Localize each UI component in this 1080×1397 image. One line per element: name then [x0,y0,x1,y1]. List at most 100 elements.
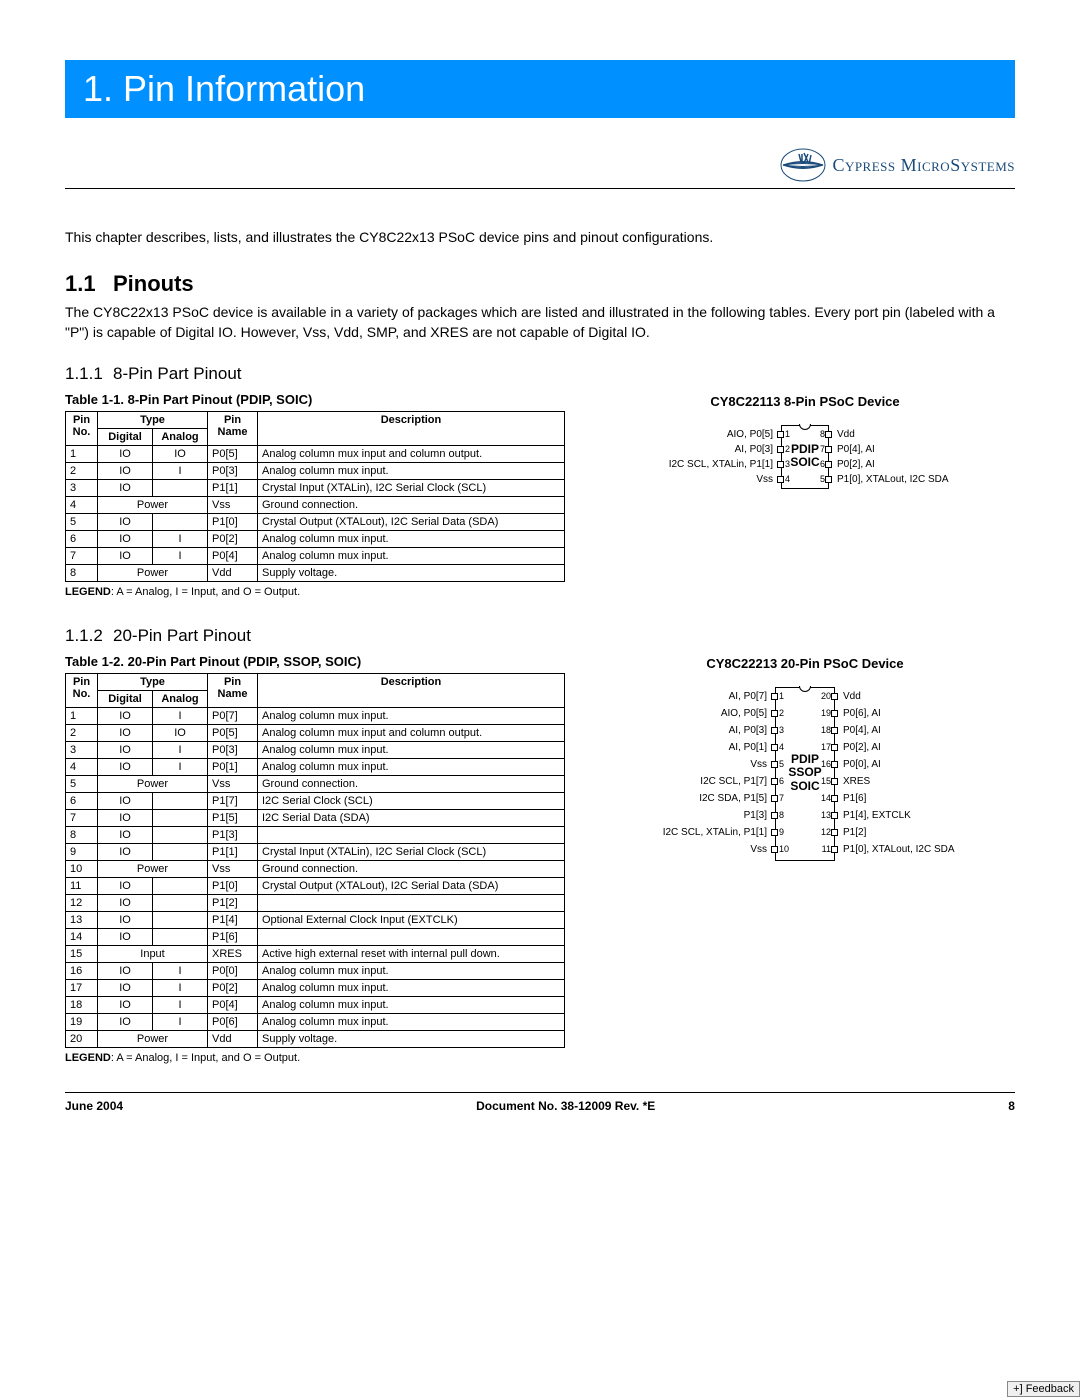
device-caption: CY8C22213 20-Pin PSoC Device [595,656,1015,671]
pin-label: XRES [843,776,870,787]
pin-label: P0[4], AI [837,444,875,455]
section-1-1-text: The CY8C22x13 PSoC device is available i… [65,303,1015,342]
th-desc: Description [258,674,565,708]
table-caption: Table 1-2. 20-Pin Part Pinout (PDIP, SSO… [65,654,565,669]
table-col: Table 1-1. 8-Pin Part Pinout (PDIP, SOIC… [65,392,565,598]
table-row: 7IOP1[5]I2C Serial Data (SDA) [66,810,565,827]
pin-label: P0[0], AI [843,759,881,770]
section-8pin: Table 1-1. 8-Pin Part Pinout (PDIP, SOIC… [65,392,1015,598]
table-row: 12IOP1[2] [66,895,565,912]
pin-label: AI, P0[7] [729,691,767,702]
th-analog: Analog [153,429,208,446]
th-pin-name: Pin Name [208,412,258,446]
pin-label: Vss [750,759,767,770]
th-analog: Analog [153,691,208,708]
th-pin-no: Pin No. [66,412,98,446]
table-row: 13IOP1[4]Optional External Clock Input (… [66,912,565,929]
feedback-button[interactable]: +] Feedback [1007,1381,1080,1397]
pin-label: P1[2] [843,827,866,838]
th-pin-no: Pin No. [66,674,98,708]
footer-page: 8 [1008,1099,1015,1113]
chip-diagram-8pin: PDIPSOIC1AIO, P0[5]2AI, P0[3]3I2C SCL, X… [625,423,985,495]
table-col: Table 1-2. 20-Pin Part Pinout (PDIP, SSO… [65,654,565,1064]
pin-label: P0[2], AI [837,459,875,470]
table-row: 5PowerVssGround connection. [66,776,565,793]
pin-label: I2C SCL, XTALin, P1[1] [663,827,767,838]
pin-label: P0[2], AI [843,742,881,753]
table-row: 7IOIP0[4]Analog column mux input. [66,548,565,565]
table-row: 16IOIP0[0]Analog column mux input. [66,963,565,980]
table-row: 19IOIP0[6]Analog column mux input. [66,1014,565,1031]
sec-num: 1.1.1 [65,364,113,384]
section-1-1-1-heading: 1.1.18-Pin Part Pinout [65,364,1015,384]
pin-label: AIO, P0[5] [727,429,773,440]
pin-label: P0[6], AI [843,708,881,719]
section-1-1-2-heading: 1.1.220-Pin Part Pinout [65,626,1015,646]
pin-label: AI, P0[3] [729,725,767,736]
footer-doc: Document No. 38-12009 Rev. *E [476,1099,655,1113]
table-row: 4IOIP0[1]Analog column mux input. [66,759,565,776]
pin-label: I2C SCL, XTALin, P1[1] [669,459,773,470]
table-row: 3IOIP0[3]Analog column mux input. [66,742,565,759]
table-row: 11IOP1[0]Crystal Output (XTALout), I2C S… [66,878,565,895]
footer: June 2004 Document No. 38-12009 Rev. *E … [65,1099,1015,1113]
legend: LEGEND: A = Analog, I = Input, and O = O… [65,586,565,598]
th-desc: Description [258,412,565,446]
table-20pin: Pin No. Type Pin Name Description Digita… [65,673,565,1048]
pin-label: AI, P0[3] [735,444,773,455]
pin-label: Vss [756,474,773,485]
section-20pin: Table 1-2. 20-Pin Part Pinout (PDIP, SSO… [65,654,1015,1064]
th-pin-name: Pin Name [208,674,258,708]
logo-text: Cypress MicroSystems [832,155,1015,176]
table-row: 2IOIP0[3]Analog column mux input. [66,463,565,480]
table-row: 4PowerVssGround connection. [66,497,565,514]
pin-label: P1[4], EXTCLK [843,810,911,821]
page: 1. Pin Information Cypress MicroSystems … [0,0,1080,1143]
pin-label: P1[0], XTALout, I2C SDA [837,474,949,485]
banner-title: 1. Pin Information [65,60,1015,118]
table-caption: Table 1-1. 8-Pin Part Pinout (PDIP, SOIC… [65,392,565,407]
footer-date: June 2004 [65,1099,123,1113]
diagram-col: CY8C22213 20-Pin PSoC Device PDIPSSOPSOI… [595,654,1015,867]
table-row: 5IOP1[0]Crystal Output (XTALout), I2C Se… [66,514,565,531]
table-row: 10PowerVssGround connection. [66,861,565,878]
pin-label: P1[3] [744,810,767,821]
th-digital: Digital [98,691,153,708]
table-row: 20PowerVddSupply voltage. [66,1031,565,1048]
sec-num: 1.1.2 [65,626,113,646]
table-row: 17IOIP0[2]Analog column mux input. [66,980,565,997]
pin-label: P0[4], AI [843,725,881,736]
device-caption: CY8C22113 8-Pin PSoC Device [595,394,1015,409]
pin-label: Vdd [837,429,855,440]
table-row: 8IOP1[3] [66,827,565,844]
logo-row: Cypress MicroSystems [65,148,1015,182]
table-row: 6IOIP0[2]Analog column mux input. [66,531,565,548]
table-row: 6IOP1[7]I2C Serial Clock (SCL) [66,793,565,810]
intro-text: This chapter describes, lists, and illus… [65,229,1015,245]
sec-title: 20-Pin Part Pinout [113,626,251,645]
table-row: 2IOIOP0[5]Analog column mux input and co… [66,725,565,742]
pin-label: I2C SDA, P1[5] [699,793,767,804]
sec-title: Pinouts [113,271,194,296]
pin-label: Vss [750,844,767,855]
sec-num: 1.1 [65,271,113,297]
table-row: 9IOP1[1]Crystal Input (XTALin), I2C Seri… [66,844,565,861]
footer-divider [65,1092,1015,1093]
table-8pin: Pin No. Type Pin Name Description Digita… [65,411,565,582]
th-type: Type [98,412,208,429]
table-row: 15InputXRESActive high external reset wi… [66,946,565,963]
chip-diagram-20pin: PDIPSSOPSOIC1AI, P0[7]2AIO, P0[5]3AI, P0… [615,685,995,867]
table-row: 1IOIOP0[5]Analog column mux input and co… [66,446,565,463]
pin-label: AI, P0[1] [729,742,767,753]
table-row: 1IOIP0[7]Analog column mux input. [66,708,565,725]
table-row: 14IOP1[6] [66,929,565,946]
sec-title: 8-Pin Part Pinout [113,364,242,383]
pin-label: AIO, P0[5] [721,708,767,719]
th-type: Type [98,674,208,691]
pin-label: I2C SCL, P1[7] [700,776,767,787]
top-divider [65,188,1015,189]
pin-label: P1[0], XTALout, I2C SDA [843,844,955,855]
legend: LEGEND: A = Analog, I = Input, and O = O… [65,1052,565,1064]
diagram-col: CY8C22113 8-Pin PSoC Device PDIPSOIC1AIO… [595,392,1015,495]
table-row: 8PowerVddSupply voltage. [66,565,565,582]
